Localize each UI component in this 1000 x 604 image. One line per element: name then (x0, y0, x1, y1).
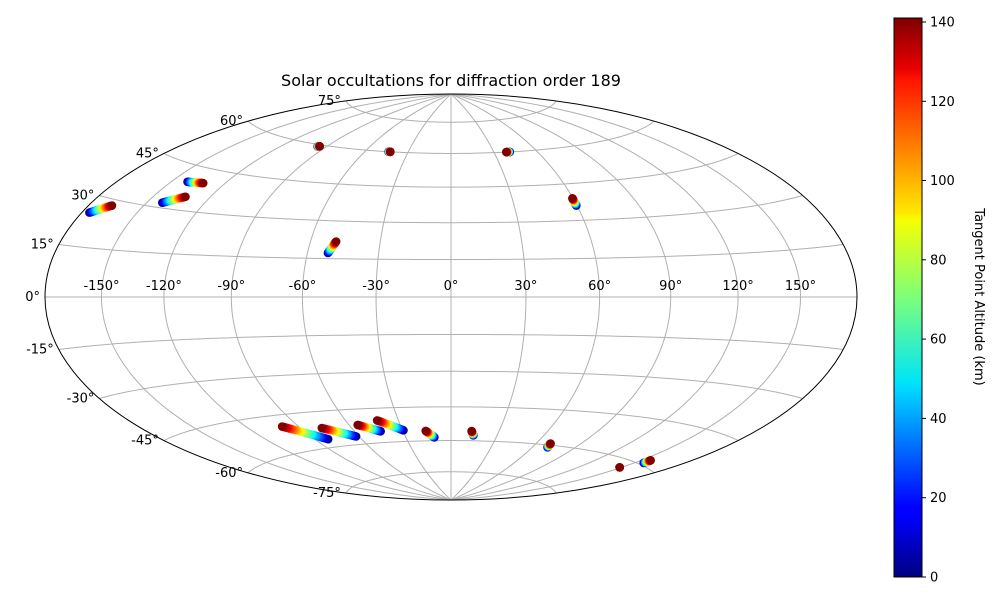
parallel-line (163, 153, 739, 188)
parallel-line (58, 243, 844, 261)
colorbar-tick-label: 100 (930, 174, 955, 189)
lat-tick-label: -45° (131, 434, 159, 449)
occultation-point (107, 201, 117, 210)
occultation-point (315, 141, 324, 151)
occultation-point (317, 423, 327, 433)
chart-title: Solar occultations for diffraction order… (281, 71, 621, 90)
longitude-tick-labels: -150° -120° -90° -60° -30° 0° 30° 60° 90° 120° 150… (83, 279, 816, 294)
lat-tick-label: -15° (26, 343, 54, 358)
lon-tick-label: 30° (514, 279, 537, 294)
data-points (85, 141, 655, 472)
colorbar-tick-label: 140 (930, 16, 955, 31)
lat-tick-label: 30° (71, 189, 94, 204)
parallel-line (99, 195, 803, 224)
parallel-line (58, 333, 844, 351)
lon-tick-label: -120° (146, 279, 182, 294)
occultation-point (198, 178, 208, 188)
lat-tick-label: -30° (67, 392, 95, 407)
lon-tick-label: -90° (217, 279, 245, 294)
lon-tick-label: 120° (722, 279, 753, 294)
parallel-line (247, 440, 655, 474)
occultation-point (467, 426, 476, 436)
colorbar-ticks: 0 20 40 60 80 100 120 140 (922, 16, 955, 586)
occultation-point (546, 439, 555, 448)
colorbar-tick-label: 20 (930, 491, 947, 506)
lat-tick-label: -60° (215, 466, 243, 481)
occultation-point (353, 420, 362, 430)
occultation-point (372, 416, 382, 425)
parallel-line (99, 370, 803, 399)
lon-tick-label: -30° (362, 279, 390, 294)
lat-tick-label: 75° (318, 94, 341, 109)
occultation-point (646, 456, 655, 465)
occultation-point (568, 193, 577, 203)
lat-tick-label: 0° (25, 290, 40, 305)
colorbar (893, 17, 923, 578)
lon-tick-label: 60° (588, 279, 611, 294)
colorbar-tick-label: 0 (930, 571, 938, 586)
colorbar-tick-label: 60 (930, 333, 947, 348)
occultation-point (181, 192, 190, 202)
occultation-point (502, 147, 511, 157)
occultation-point (386, 147, 395, 157)
occultation-point (277, 422, 287, 431)
lon-tick-label: -150° (83, 279, 119, 294)
lon-tick-label: 0° (444, 279, 459, 294)
latitude-tick-labels: 75° 60° 45° 30° 15° 0° -15° -30° -45° -60° -75° (25, 94, 341, 501)
occultation-point (615, 463, 624, 472)
lon-tick-label: 150° (785, 279, 816, 294)
occultation-point (331, 237, 341, 246)
parallel-line (163, 406, 739, 441)
colorbar-label: Tangent Point Altitude (km) (971, 207, 986, 385)
lon-tick-label: -60° (289, 279, 317, 294)
lat-tick-label: 60° (220, 114, 243, 129)
lon-tick-label: 90° (659, 279, 682, 294)
colorbar-tick-label: 40 (930, 412, 947, 427)
parallel-line (247, 120, 655, 154)
lat-tick-label: 45° (136, 147, 159, 162)
colorbar-tick-label: 120 (930, 95, 955, 110)
lat-tick-label: -75° (313, 486, 341, 501)
parallel-line (345, 471, 557, 494)
lat-tick-label: 15° (31, 238, 54, 253)
colorbar-tick-label: 80 (930, 253, 947, 268)
map-boundary (44, 93, 858, 501)
parallel-line (345, 100, 557, 123)
graticule (45, 94, 857, 500)
occultation-point (421, 426, 431, 436)
